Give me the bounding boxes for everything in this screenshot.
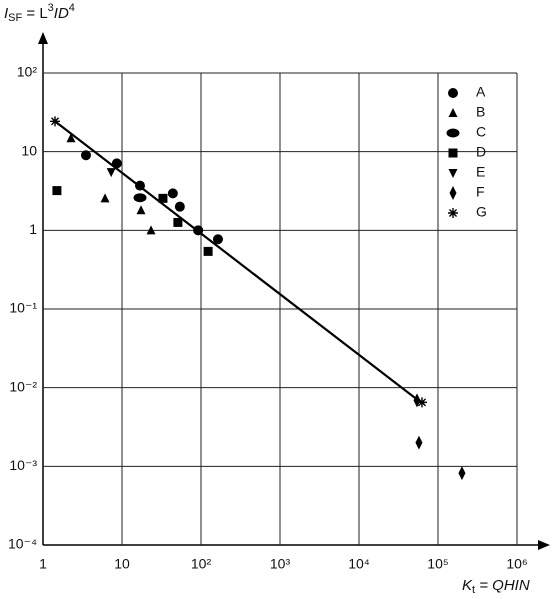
y-label-part: SF (8, 12, 22, 24)
point (80, 150, 91, 161)
y-tick-label: 10 (21, 142, 37, 158)
x-tick-label: 10⁶ (506, 556, 527, 572)
legend-label: C (476, 124, 486, 140)
point (413, 393, 421, 408)
point (50, 116, 61, 127)
legend-label: D (476, 144, 486, 160)
y-label-part: ID (54, 5, 69, 22)
x-label-part: K (462, 577, 473, 594)
y-label-part: 3 (48, 2, 54, 14)
point (133, 193, 147, 203)
point (106, 168, 116, 178)
x-tick-label: 10⁴ (348, 556, 370, 572)
x-tick-label: 10⁵ (427, 556, 448, 572)
point (52, 186, 62, 196)
point (135, 180, 146, 191)
point (174, 201, 185, 212)
y-axis-label: ISF = L3ID4 (4, 2, 75, 24)
point (415, 435, 423, 450)
x-label-part: t (472, 584, 475, 596)
x-tick-label: 10² (191, 556, 212, 572)
x-tick-label: 1 (39, 556, 47, 572)
legend-marker (448, 208, 458, 218)
fit-line (54, 120, 423, 405)
y-tick-label: 10⁻⁴ (8, 536, 37, 552)
point (416, 397, 427, 408)
y-tick-label: 10⁻¹ (9, 300, 37, 316)
point (66, 133, 76, 143)
point (100, 193, 110, 203)
point (158, 193, 168, 203)
point (458, 466, 466, 481)
y-label-part: I (4, 5, 8, 22)
legend-label: B (476, 104, 485, 120)
legend-marker (448, 169, 458, 178)
x-axis-label: Kt = QHIN (462, 577, 530, 596)
y-tick-label: 10⁻³ (9, 457, 37, 473)
y-tick-label: 10⁻² (9, 378, 37, 394)
legend-marker (448, 108, 458, 117)
legend-label: G (476, 204, 487, 220)
x-label-part: = QHIN (475, 577, 530, 594)
point (167, 188, 178, 199)
legend-label: E (476, 164, 485, 180)
x-tick-label: 10 (114, 556, 130, 572)
y-label-part: 4 (69, 2, 75, 14)
legend-marker (448, 88, 458, 98)
legend-label: F (476, 184, 485, 200)
legend-marker (446, 128, 460, 138)
x-axis-arrow (538, 540, 550, 550)
point (203, 246, 213, 256)
legend-marker (448, 148, 458, 158)
y-label-part: = L (22, 5, 47, 22)
point (146, 225, 156, 235)
x-tick-label: 10³ (270, 556, 291, 572)
point (193, 225, 204, 236)
point (212, 234, 223, 245)
y-tick-label: 1 (29, 221, 37, 237)
point (136, 205, 146, 215)
y-tick-label: 10² (17, 64, 38, 80)
y-axis-arrow (38, 32, 48, 44)
point (111, 158, 122, 169)
legend-marker (449, 186, 457, 200)
legend-label: A (476, 84, 486, 100)
point (173, 217, 183, 227)
